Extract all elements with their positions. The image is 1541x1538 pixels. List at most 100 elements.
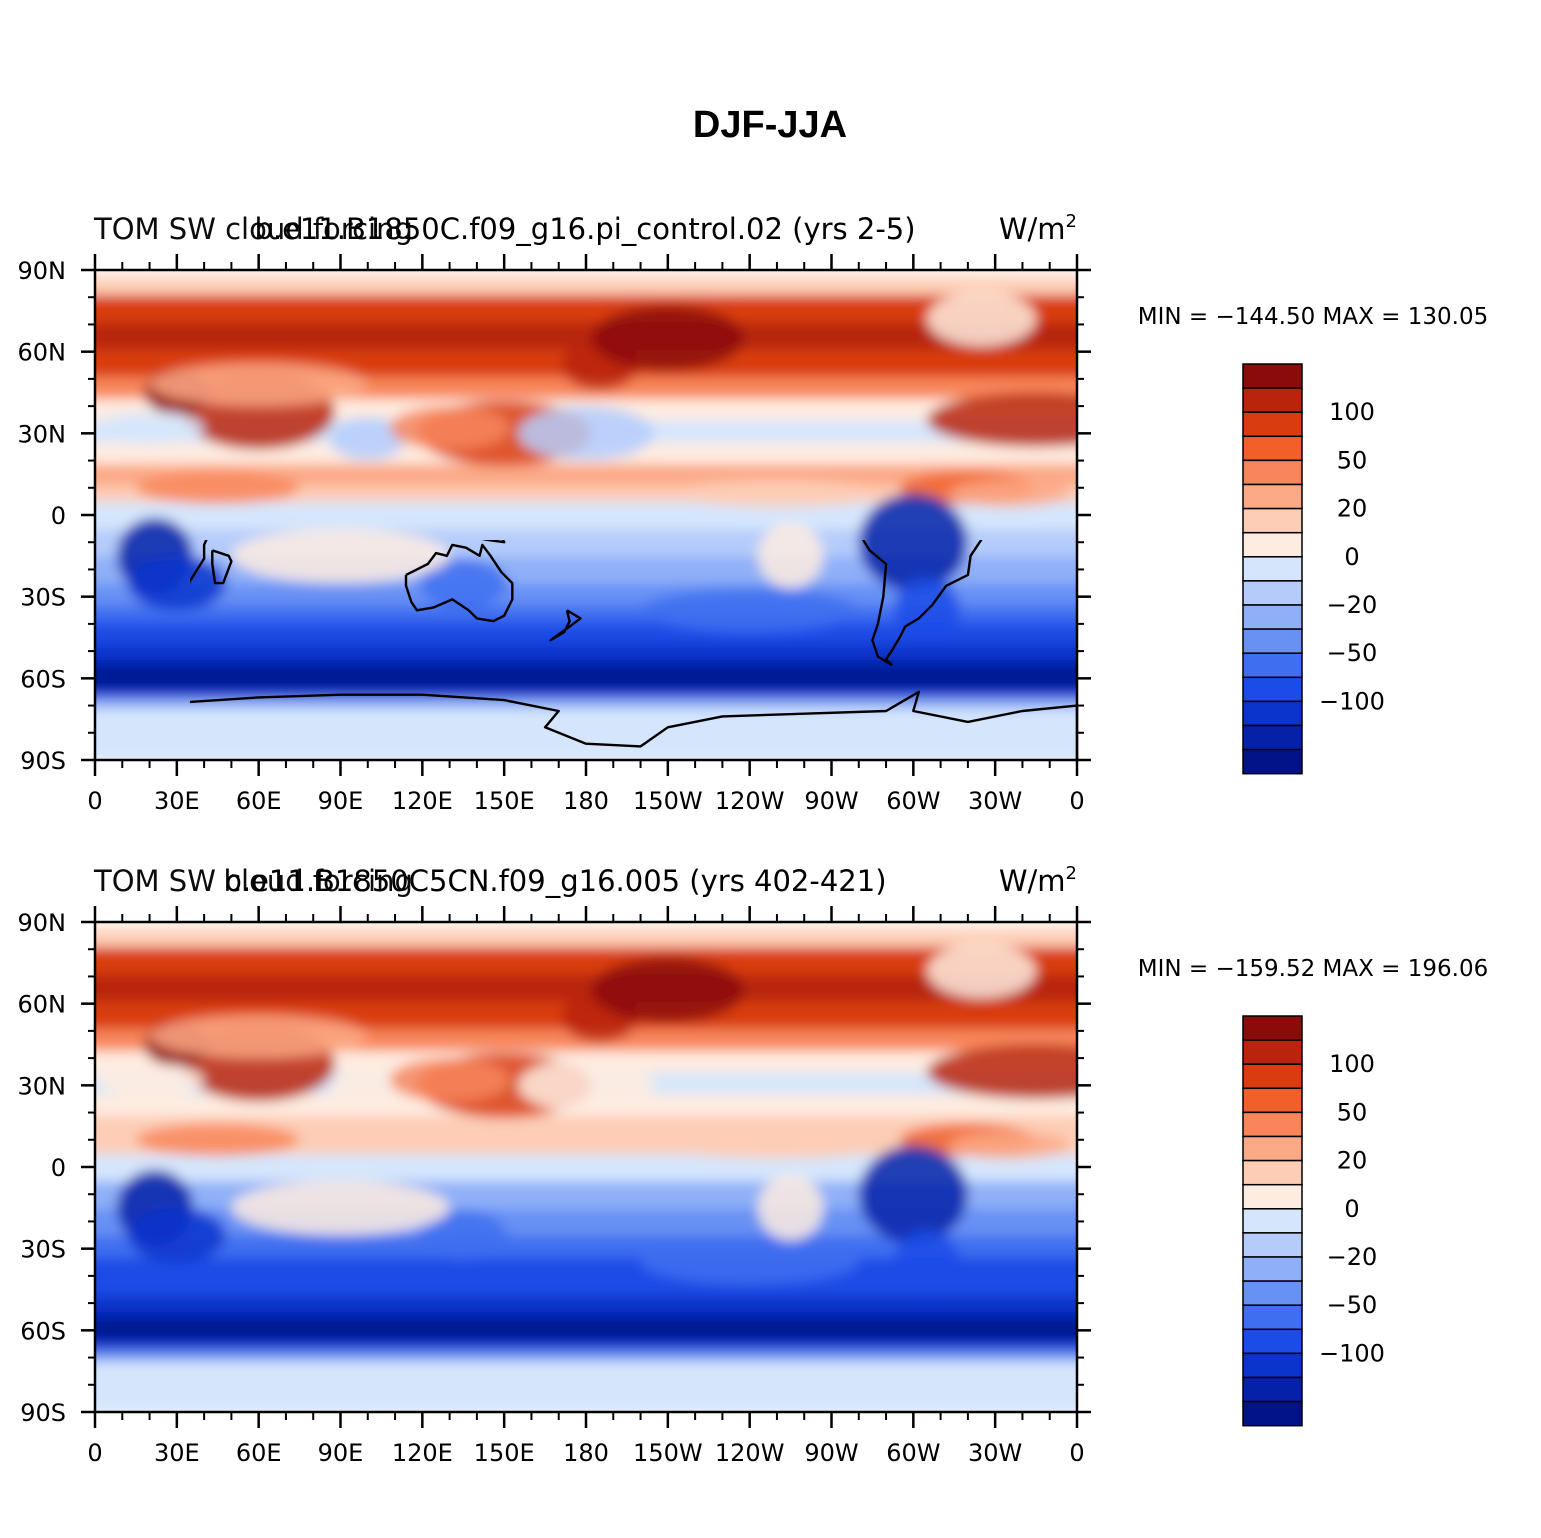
lon-tick-label: 180 — [563, 1439, 609, 1467]
field-band — [95, 643, 1077, 664]
field-anomaly — [517, 406, 655, 461]
colorbar-label: −50 — [1327, 1291, 1378, 1319]
colorbar-box — [1242, 556, 1303, 582]
field-anomaly — [667, 1131, 887, 1159]
colorbar-label: 20 — [1337, 1147, 1368, 1175]
field-band — [95, 1322, 1077, 1344]
field-band — [95, 930, 1077, 952]
colorbar-box — [1242, 531, 1303, 558]
colorbar-box — [1242, 1232, 1303, 1258]
colorbar-label: −20 — [1327, 591, 1378, 619]
colorbar-box — [1242, 1039, 1303, 1065]
field-anomaly — [149, 1014, 368, 1059]
colorbar-label: 0 — [1344, 543, 1359, 571]
colorbar-box — [1242, 1328, 1303, 1355]
field-anomaly — [329, 417, 406, 461]
colorbar-box — [1242, 700, 1303, 727]
colorbar-box — [1242, 748, 1303, 775]
colorbar-label: 0 — [1344, 1195, 1359, 1223]
field-anomaly — [926, 943, 1037, 999]
coastline — [481, 540, 506, 544]
panel-2-field — [95, 922, 1077, 1412]
field-anomaly — [127, 1207, 226, 1263]
field-anomaly — [231, 528, 450, 584]
field-anomaly — [389, 406, 510, 450]
colorbar-box — [1242, 507, 1303, 534]
field-anomaly — [757, 523, 824, 589]
field-band — [95, 278, 1077, 300]
lon-tick-label: 90E — [318, 1439, 364, 1467]
field-anomaly — [667, 479, 887, 507]
field-band — [95, 947, 1077, 979]
field-anomaly — [419, 558, 507, 608]
lon-tick-label: 0 — [87, 1439, 102, 1467]
colorbar-label: 50 — [1337, 446, 1368, 474]
panel-1-min-max: MIN = −144.50 MAX = 130.05 — [1138, 304, 1489, 330]
colorbar-box — [1242, 483, 1303, 510]
coastline — [549, 609, 582, 642]
field-anomaly — [591, 305, 745, 371]
field-anomaly — [127, 555, 226, 611]
lat-tick-label: 90S — [20, 747, 66, 775]
colorbar-label: 20 — [1337, 495, 1368, 523]
field-anomaly — [948, 1131, 1069, 1159]
colorbar-box — [1242, 1159, 1303, 1186]
lon-tick-label: 90E — [318, 787, 364, 815]
lat-tick-label: 30N — [18, 420, 67, 448]
lat-tick-label: 0 — [51, 502, 66, 530]
field-anomaly — [858, 493, 968, 592]
lon-tick-label: 30W — [968, 1439, 1022, 1467]
lon-tick-label: 60E — [236, 1439, 282, 1467]
lat-tick-label: 60N — [18, 991, 67, 1019]
coastline — [211, 549, 233, 585]
map-panel-1: TOM SW cloud forcing b.e11.B1850C.f09_g1… — [18, 211, 1489, 815]
panel-1-axes: 90N 60N 30N 0 30S 60S 90S 0 30E 60E 90E 120E 150E 180… — [18, 254, 1091, 815]
field-anomaly — [419, 1210, 507, 1260]
field-band — [95, 670, 1077, 692]
panel-2-units: W/m2 — [999, 863, 1077, 898]
field-anomaly — [948, 479, 1069, 507]
colorbar-box — [1242, 387, 1303, 413]
colorbar-box — [1242, 1087, 1303, 1114]
colorbar-box — [1242, 604, 1303, 630]
colorbar-box — [1242, 1063, 1303, 1090]
panel-2-colorbar: 100 50 20 0 −20 −50 −100 — [1242, 1015, 1385, 1427]
colorbar-box — [1242, 1208, 1303, 1234]
colorbar-box — [1242, 1352, 1303, 1379]
coastline — [404, 543, 514, 623]
field-anomaly — [858, 1145, 968, 1244]
colorbar-label: −100 — [1319, 687, 1385, 715]
map-panel-2: TOM SW cloud forcing b.e11.B1850C5CN.f09… — [18, 863, 1489, 1467]
colorbar-label: 50 — [1337, 1098, 1368, 1126]
lat-tick-label: 30S — [20, 1236, 66, 1264]
panel-1-left-string: TOM SW cloud forcing — [93, 212, 413, 246]
lat-tick-label: 90N — [18, 257, 67, 285]
lon-tick-label: 60W — [886, 787, 940, 815]
colorbar-box — [1242, 1280, 1303, 1306]
colorbar-box — [1242, 459, 1303, 486]
colorbar-box — [1242, 363, 1303, 389]
field-anomaly — [640, 1240, 859, 1285]
colorbar-box — [1242, 1376, 1303, 1403]
lon-tick-label: 120E — [392, 787, 453, 815]
panel-2-min-max: MIN = −159.52 MAX = 196.06 — [1138, 956, 1489, 982]
field-anomaly — [95, 1063, 205, 1097]
field-anomaly — [135, 1123, 300, 1157]
field-anomaly — [389, 1058, 510, 1102]
lon-tick-label: 30E — [154, 787, 200, 815]
field-anomaly — [926, 291, 1037, 347]
coastline — [861, 540, 983, 666]
field-anomaly — [927, 392, 1077, 447]
colorbar-box — [1242, 1183, 1303, 1210]
lon-tick-label: 150W — [633, 1439, 703, 1467]
panel-1-field — [95, 270, 1077, 760]
lon-tick-label: 0 — [1069, 787, 1084, 815]
field-band — [95, 295, 1077, 327]
colorbar-box — [1242, 1111, 1303, 1138]
field-anomaly — [591, 957, 745, 1023]
lon-tick-label: 150W — [633, 787, 703, 815]
lat-tick-label: 30N — [18, 1072, 67, 1100]
lat-tick-label: 60S — [20, 1317, 66, 1345]
field-anomaly — [95, 411, 205, 445]
lat-tick-label: 90N — [18, 909, 67, 937]
